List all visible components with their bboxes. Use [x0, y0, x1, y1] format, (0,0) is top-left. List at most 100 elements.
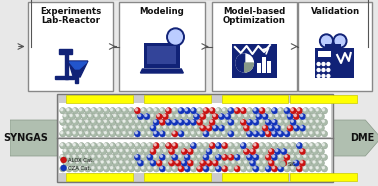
Circle shape: [95, 149, 97, 152]
Circle shape: [290, 131, 296, 137]
Circle shape: [182, 114, 184, 116]
Circle shape: [284, 166, 290, 172]
Circle shape: [203, 119, 209, 126]
Circle shape: [67, 120, 69, 122]
Circle shape: [101, 114, 103, 116]
Circle shape: [268, 125, 275, 131]
Circle shape: [75, 160, 82, 166]
Circle shape: [216, 132, 218, 134]
Circle shape: [110, 154, 116, 161]
Circle shape: [141, 108, 147, 114]
Circle shape: [271, 131, 278, 137]
Circle shape: [122, 142, 128, 149]
Circle shape: [253, 131, 259, 137]
Circle shape: [182, 161, 184, 163]
Circle shape: [299, 125, 306, 131]
Circle shape: [104, 144, 107, 146]
Circle shape: [125, 125, 131, 131]
Circle shape: [226, 161, 228, 163]
Circle shape: [110, 120, 113, 122]
Circle shape: [291, 108, 293, 111]
Circle shape: [231, 160, 237, 166]
Circle shape: [215, 142, 222, 149]
Circle shape: [131, 160, 138, 166]
Circle shape: [226, 126, 228, 128]
Circle shape: [167, 166, 169, 169]
Circle shape: [259, 108, 265, 114]
FancyBboxPatch shape: [144, 173, 211, 181]
Circle shape: [297, 132, 299, 134]
Circle shape: [60, 120, 63, 122]
Circle shape: [241, 166, 243, 169]
Circle shape: [250, 113, 256, 120]
Circle shape: [335, 36, 345, 46]
Circle shape: [67, 144, 69, 146]
Circle shape: [279, 144, 281, 146]
Circle shape: [231, 125, 237, 131]
Circle shape: [107, 160, 113, 166]
Circle shape: [60, 131, 66, 137]
Circle shape: [315, 154, 321, 161]
Circle shape: [131, 113, 138, 120]
Circle shape: [322, 155, 324, 157]
Circle shape: [100, 125, 107, 131]
Circle shape: [173, 120, 175, 122]
Circle shape: [160, 120, 163, 122]
Circle shape: [194, 148, 200, 155]
Circle shape: [235, 120, 237, 122]
Circle shape: [110, 132, 113, 134]
Circle shape: [91, 119, 97, 126]
Circle shape: [148, 120, 150, 122]
Circle shape: [235, 166, 237, 169]
Circle shape: [95, 114, 97, 116]
Circle shape: [173, 166, 175, 169]
Circle shape: [201, 114, 203, 116]
Circle shape: [285, 166, 287, 169]
Circle shape: [64, 149, 66, 152]
Circle shape: [135, 132, 138, 134]
Circle shape: [128, 154, 135, 161]
Circle shape: [251, 114, 253, 116]
Circle shape: [201, 161, 203, 163]
Circle shape: [182, 126, 184, 128]
Circle shape: [212, 113, 218, 120]
Circle shape: [299, 148, 306, 155]
Circle shape: [166, 166, 172, 172]
Circle shape: [266, 120, 268, 122]
Circle shape: [322, 166, 324, 169]
Text: Model-based: Model-based: [223, 7, 285, 16]
Circle shape: [91, 108, 97, 114]
Circle shape: [63, 148, 69, 155]
Circle shape: [207, 161, 209, 163]
Circle shape: [156, 148, 163, 155]
Circle shape: [107, 148, 113, 155]
Circle shape: [135, 108, 141, 114]
Circle shape: [290, 119, 296, 126]
Circle shape: [241, 108, 243, 111]
Circle shape: [304, 155, 306, 157]
Circle shape: [290, 142, 296, 149]
Circle shape: [123, 132, 125, 134]
Circle shape: [191, 131, 197, 137]
Circle shape: [117, 144, 119, 146]
Circle shape: [191, 144, 194, 146]
Circle shape: [72, 154, 78, 161]
Circle shape: [197, 142, 203, 149]
Circle shape: [60, 142, 66, 149]
Text: SiC: SiC: [288, 161, 296, 166]
Circle shape: [70, 114, 72, 116]
Circle shape: [327, 68, 330, 71]
Circle shape: [66, 119, 72, 126]
Circle shape: [179, 120, 181, 122]
Circle shape: [119, 113, 125, 120]
Circle shape: [319, 149, 321, 152]
Circle shape: [240, 166, 246, 172]
Circle shape: [178, 131, 184, 137]
Circle shape: [85, 154, 91, 161]
Circle shape: [75, 148, 82, 155]
Circle shape: [147, 166, 153, 172]
Circle shape: [317, 62, 320, 65]
Circle shape: [107, 125, 113, 131]
FancyBboxPatch shape: [267, 61, 271, 73]
Circle shape: [64, 126, 66, 128]
